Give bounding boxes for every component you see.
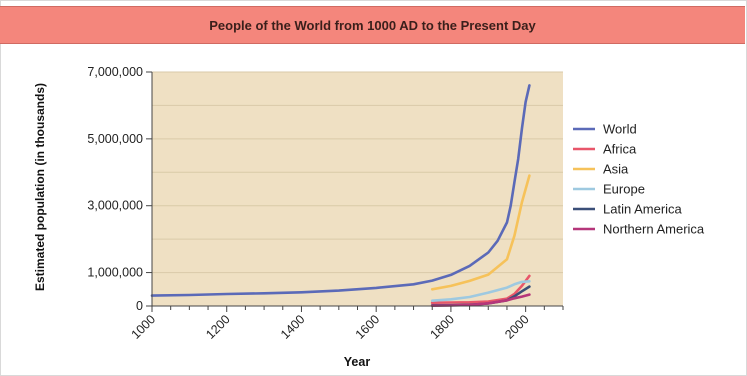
x-tick-label: 1200 bbox=[203, 312, 233, 342]
x-axis-title: Year bbox=[344, 355, 371, 369]
y-axis-title: Estimated population (in thousands) bbox=[33, 83, 47, 291]
series-line-europe bbox=[430, 280, 531, 302]
x-tick-label: 1800 bbox=[427, 312, 457, 342]
legend-label: World bbox=[603, 122, 637, 137]
series-line-asia bbox=[430, 174, 531, 291]
chart-title-bar: People of the World from 1000 AD to the … bbox=[0, 6, 745, 44]
y-tick-label: 0 bbox=[136, 299, 143, 313]
x-tick-label: 2000 bbox=[502, 312, 532, 342]
plot-area bbox=[152, 72, 563, 306]
legend-label: Northern America bbox=[603, 222, 705, 237]
chart-title: People of the World from 1000 AD to the … bbox=[209, 17, 536, 33]
y-tick-label: 7,000,000 bbox=[87, 65, 143, 79]
series-line-africa bbox=[430, 274, 531, 304]
legend-label: Africa bbox=[603, 142, 637, 157]
series-line-northern-america bbox=[430, 293, 531, 307]
y-tick-label: 5,000,000 bbox=[87, 132, 143, 146]
x-tick-label: 1600 bbox=[353, 312, 383, 342]
y-tick-label: 1,000,000 bbox=[87, 266, 143, 280]
axes: 0 1,000,000 3,000,000 5,000,000 7,000,000 100… bbox=[87, 65, 564, 342]
y-tick-label: 3,000,000 bbox=[87, 199, 143, 213]
series-line-world bbox=[150, 84, 531, 297]
legend-label: Europe bbox=[603, 182, 645, 197]
legend-label: Asia bbox=[603, 162, 629, 177]
series-layer bbox=[150, 84, 531, 307]
x-tick-label: 1400 bbox=[278, 312, 308, 342]
legend: World Africa Asia Europe Latin America Northe… bbox=[573, 122, 705, 237]
x-tick-label: 1000 bbox=[129, 312, 159, 342]
grid-lines bbox=[152, 71, 563, 307]
legend-label: Latin America bbox=[603, 202, 683, 217]
